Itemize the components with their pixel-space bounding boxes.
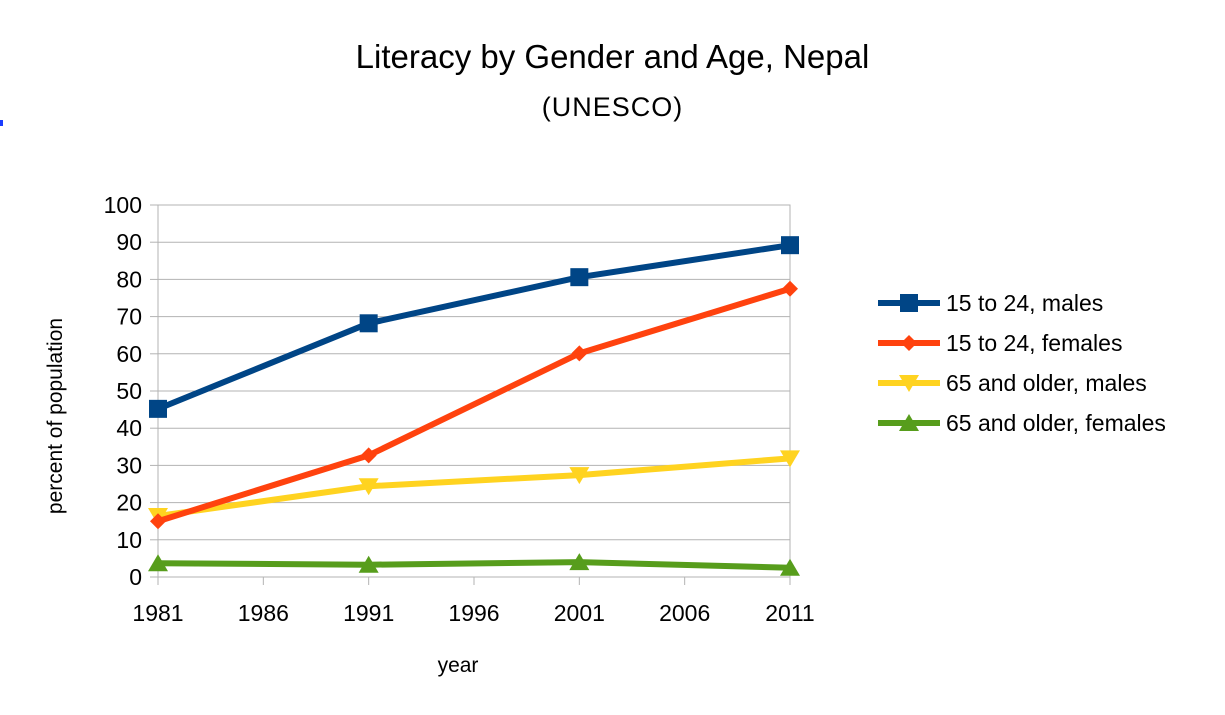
series-line-3: [157, 455, 791, 519]
y-tick-label: 80: [116, 266, 142, 292]
x-tick-label: 2001: [554, 600, 605, 626]
data-point: [781, 236, 799, 255]
legend-label-2: 15 to 24, females: [946, 330, 1122, 356]
y-tick-label: 90: [116, 229, 142, 255]
data-point: [360, 447, 377, 464]
x-tick-label: 1991: [343, 600, 394, 626]
x-tick-label: 1996: [448, 600, 499, 626]
edge-mark: [0, 120, 3, 126]
y-tick-label: 100: [104, 192, 142, 218]
data-point: [782, 280, 798, 297]
x-tick-label: 2011: [765, 600, 814, 626]
data-point: [150, 513, 166, 530]
data-point: [359, 314, 378, 333]
data-point: [569, 553, 590, 571]
data-point: [569, 467, 590, 485]
chart-subtitle: (UNESCO): [541, 92, 684, 122]
legend-label-1: 15 to 24, males: [946, 290, 1103, 316]
y-tick-label: 20: [116, 490, 142, 516]
x-tick-label: 1986: [238, 600, 289, 626]
y-tick-label: 70: [116, 304, 142, 330]
series-line-2: [157, 285, 791, 525]
series-line-1: [156, 242, 791, 412]
y-tick-label: 50: [116, 378, 142, 404]
y-tick-label: 60: [116, 341, 142, 367]
y-axis-title: percent of population: [44, 318, 67, 514]
x-tick-label: 1981: [132, 600, 183, 626]
y-tick-label: 0: [129, 564, 142, 590]
series-line-4: [157, 559, 791, 571]
data-point: [148, 554, 168, 572]
data-point: [571, 345, 588, 362]
data-point: [358, 555, 379, 573]
x-axis-title: year: [438, 654, 479, 677]
legend-marker-4: [899, 414, 919, 431]
data-point: [780, 558, 800, 576]
y-tick-label: 30: [116, 452, 142, 478]
data-point: [358, 478, 379, 496]
data-point: [149, 399, 167, 418]
chart-title: Literacy by Gender and Age, Nepal: [355, 38, 870, 75]
legend-label-4: 65 and older, females: [946, 410, 1166, 436]
legend-marker-2: [901, 335, 917, 351]
data-point: [570, 268, 589, 287]
y-tick-label: 10: [116, 527, 142, 553]
x-tick-label: 2006: [659, 600, 710, 626]
legend-label-3: 65 and older, males: [946, 370, 1147, 396]
data-point: [780, 450, 800, 468]
y-tick-label: 40: [116, 415, 142, 441]
legend-marker-1: [900, 294, 918, 312]
legend-marker-3: [899, 375, 919, 392]
